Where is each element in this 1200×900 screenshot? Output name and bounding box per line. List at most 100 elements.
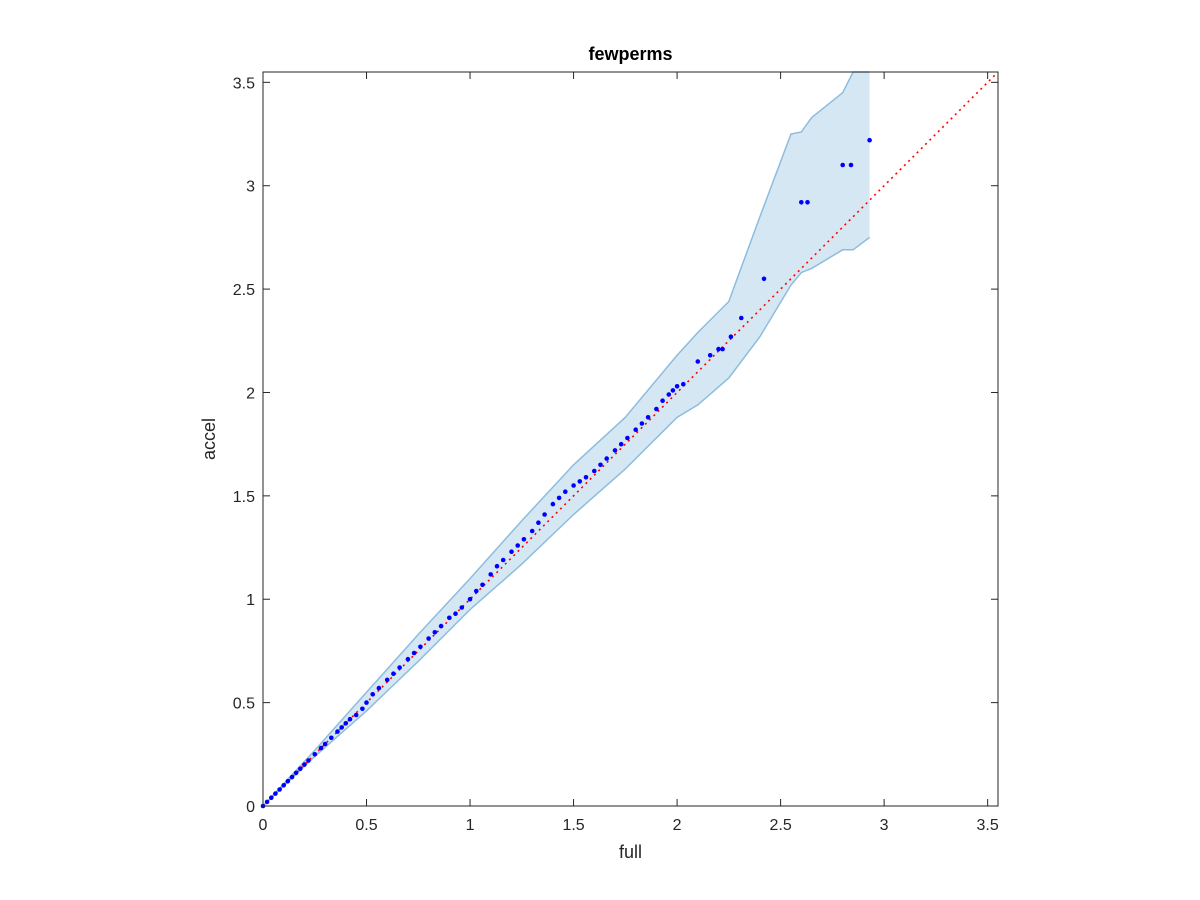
data-point [674, 384, 680, 389]
data-point [488, 572, 494, 577]
data-point [370, 692, 376, 697]
y-axis-label: accel [199, 418, 219, 460]
data-point [500, 557, 506, 563]
data-point [592, 468, 597, 474]
data-point [716, 346, 721, 352]
data-point [411, 650, 417, 656]
data-point [447, 615, 452, 621]
reference-line [262, 71, 999, 807]
data-point [521, 537, 527, 542]
x-tick-label: 1 [466, 817, 475, 834]
data-point [347, 716, 353, 722]
data-points-layer [260, 137, 872, 809]
data-point [536, 520, 541, 525]
data-point [302, 762, 307, 767]
data-point [285, 778, 291, 784]
x-tick-label: 2.5 [769, 817, 791, 834]
band-lower-edge [262, 236, 871, 807]
data-point [474, 588, 479, 594]
y-tick-label: 2 [246, 385, 255, 402]
data-point [364, 700, 369, 705]
data-point [467, 596, 473, 602]
data-point [306, 758, 311, 763]
data-point [494, 563, 500, 569]
y-tick-label: 0.5 [233, 696, 255, 713]
data-point [529, 528, 535, 534]
data-point [645, 415, 651, 420]
y-tick-label: 2.5 [233, 282, 255, 299]
reference-line-layer [262, 71, 999, 807]
data-point [391, 671, 396, 676]
data-point [273, 791, 278, 796]
data-point [438, 623, 444, 629]
x-tick-label: 3.5 [977, 817, 999, 834]
data-point [695, 359, 701, 364]
data-point [318, 745, 324, 751]
data-point [360, 706, 365, 712]
data-point [269, 795, 274, 800]
data-point [376, 685, 382, 691]
data-point [681, 381, 686, 387]
chart-title: fewperms [588, 44, 672, 64]
data-point [556, 495, 562, 501]
data-point [639, 421, 645, 426]
data-point [542, 512, 547, 517]
data-point [343, 721, 349, 726]
data-point [426, 636, 431, 641]
data-point [289, 774, 295, 780]
data-point [707, 353, 713, 358]
plot-area-border [262, 71, 999, 807]
y-tick-label: 1 [246, 592, 255, 609]
data-point [739, 315, 744, 321]
axis-ticks-layer: 0 0.5 1 1.5 2 2.5 3 3.5 0 0.5 1 1.5 2 2.5 3 3.5 [233, 72, 999, 834]
data-point [598, 462, 603, 468]
x-tick-label: 0.5 [355, 817, 377, 834]
data-point [799, 200, 804, 205]
confidence-band-layer [262, 71, 871, 807]
data-point [353, 712, 359, 718]
data-point [805, 200, 810, 205]
x-tick-label: 2 [673, 817, 682, 834]
data-point [418, 644, 423, 650]
data-point [384, 677, 390, 683]
data-point [840, 162, 845, 168]
data-point [654, 406, 659, 412]
data-point [761, 276, 767, 282]
data-point [571, 483, 576, 488]
data-point [264, 799, 270, 805]
data-point [633, 427, 638, 433]
y-tick-label: 0 [246, 799, 255, 816]
x-axis-label: full [619, 842, 642, 862]
data-point [329, 735, 334, 741]
data-point [312, 752, 318, 757]
data-point [335, 729, 340, 734]
data-point [583, 475, 589, 480]
data-point [509, 549, 514, 554]
x-tick-label: 3 [880, 817, 889, 834]
data-point [432, 630, 438, 635]
data-point [453, 611, 458, 616]
data-point [397, 665, 402, 670]
y-tick-label: 3.5 [233, 75, 255, 92]
data-point [277, 787, 282, 792]
band-upper-edge [262, 71, 870, 807]
data-point [563, 489, 568, 495]
data-point [728, 334, 734, 340]
x-tick-label: 0 [259, 817, 268, 834]
data-point [577, 479, 583, 484]
data-point [618, 441, 624, 447]
data-point [281, 783, 287, 788]
data-point [298, 766, 303, 772]
data-point [515, 543, 520, 548]
data-point [322, 741, 328, 747]
data-point [720, 346, 725, 352]
data-point [339, 725, 345, 730]
data-point [625, 435, 630, 441]
data-point [612, 448, 618, 453]
data-point [660, 398, 665, 404]
data-point [550, 501, 556, 507]
confidence-band-fill [263, 72, 870, 806]
data-point [480, 582, 485, 588]
data-point [405, 656, 411, 662]
